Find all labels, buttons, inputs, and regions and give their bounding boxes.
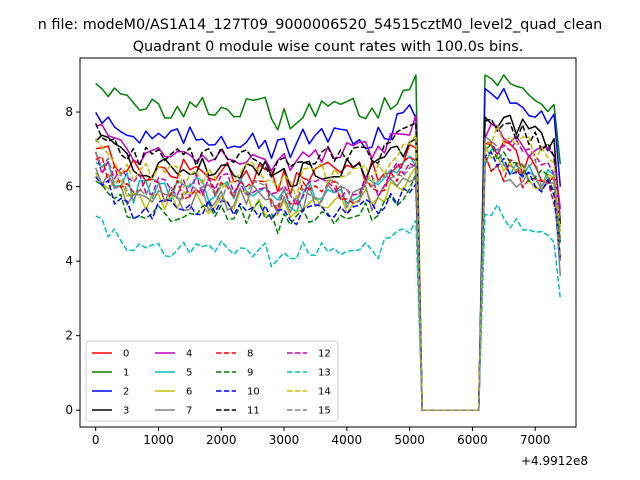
legend-box bbox=[85, 340, 339, 422]
series-line-15 bbox=[95, 136, 562, 411]
figure-suptitle: n file: modeM0/AS1A14_127T09_9000006520_… bbox=[38, 17, 603, 33]
x-tick-label: 3000 bbox=[269, 433, 300, 447]
x-tick-label: 0 bbox=[92, 433, 100, 447]
y-axis: 0 2 4 6 8 bbox=[65, 105, 80, 417]
y-tick-label: 0 bbox=[65, 403, 73, 417]
legend-label-12: 12 bbox=[318, 349, 331, 360]
legend-label-14: 14 bbox=[318, 387, 331, 398]
legend-label-10: 10 bbox=[247, 387, 260, 398]
x-tick-label: 5000 bbox=[394, 433, 425, 447]
legend-label-7: 7 bbox=[186, 406, 192, 417]
series-line-11 bbox=[95, 118, 562, 411]
legend-label-5: 5 bbox=[186, 368, 192, 379]
x-tick-label: 7000 bbox=[520, 433, 551, 447]
legend-label-8: 8 bbox=[247, 349, 253, 360]
legend-label-11: 11 bbox=[247, 406, 260, 417]
series-line-14 bbox=[95, 124, 562, 411]
legend-label-4: 4 bbox=[186, 349, 192, 360]
legend-label-6: 6 bbox=[186, 387, 192, 398]
legend-label-9: 9 bbox=[247, 368, 253, 379]
x-tick-label: 6000 bbox=[457, 433, 488, 447]
legend-label-15: 15 bbox=[318, 406, 331, 417]
series-layer bbox=[94, 74, 562, 411]
y-tick-label: 4 bbox=[65, 254, 73, 268]
x-tick-label: 4000 bbox=[332, 433, 363, 447]
series-line-13 bbox=[95, 203, 562, 411]
y-tick-label: 2 bbox=[65, 329, 73, 343]
x-axis-offset-label: +4.9912e8 bbox=[521, 454, 588, 468]
legend-label-13: 13 bbox=[318, 368, 331, 379]
y-tick-label: 8 bbox=[65, 105, 73, 119]
axes-frame bbox=[79, 57, 577, 428]
x-tick-label: 2000 bbox=[206, 433, 237, 447]
x-tick-label: 1000 bbox=[143, 433, 174, 447]
legend-label-1: 1 bbox=[123, 368, 129, 379]
legend-label-3: 3 bbox=[123, 406, 129, 417]
x-axis: 0 1000 2000 3000 4000 5000 6000 7000 bbox=[92, 427, 551, 447]
y-tick-label: 6 bbox=[65, 180, 73, 194]
legend-label-2: 2 bbox=[123, 387, 129, 398]
legend-label-0: 0 bbox=[123, 349, 129, 360]
chart-title: Quadrant 0 module wise count rates with … bbox=[133, 39, 524, 55]
